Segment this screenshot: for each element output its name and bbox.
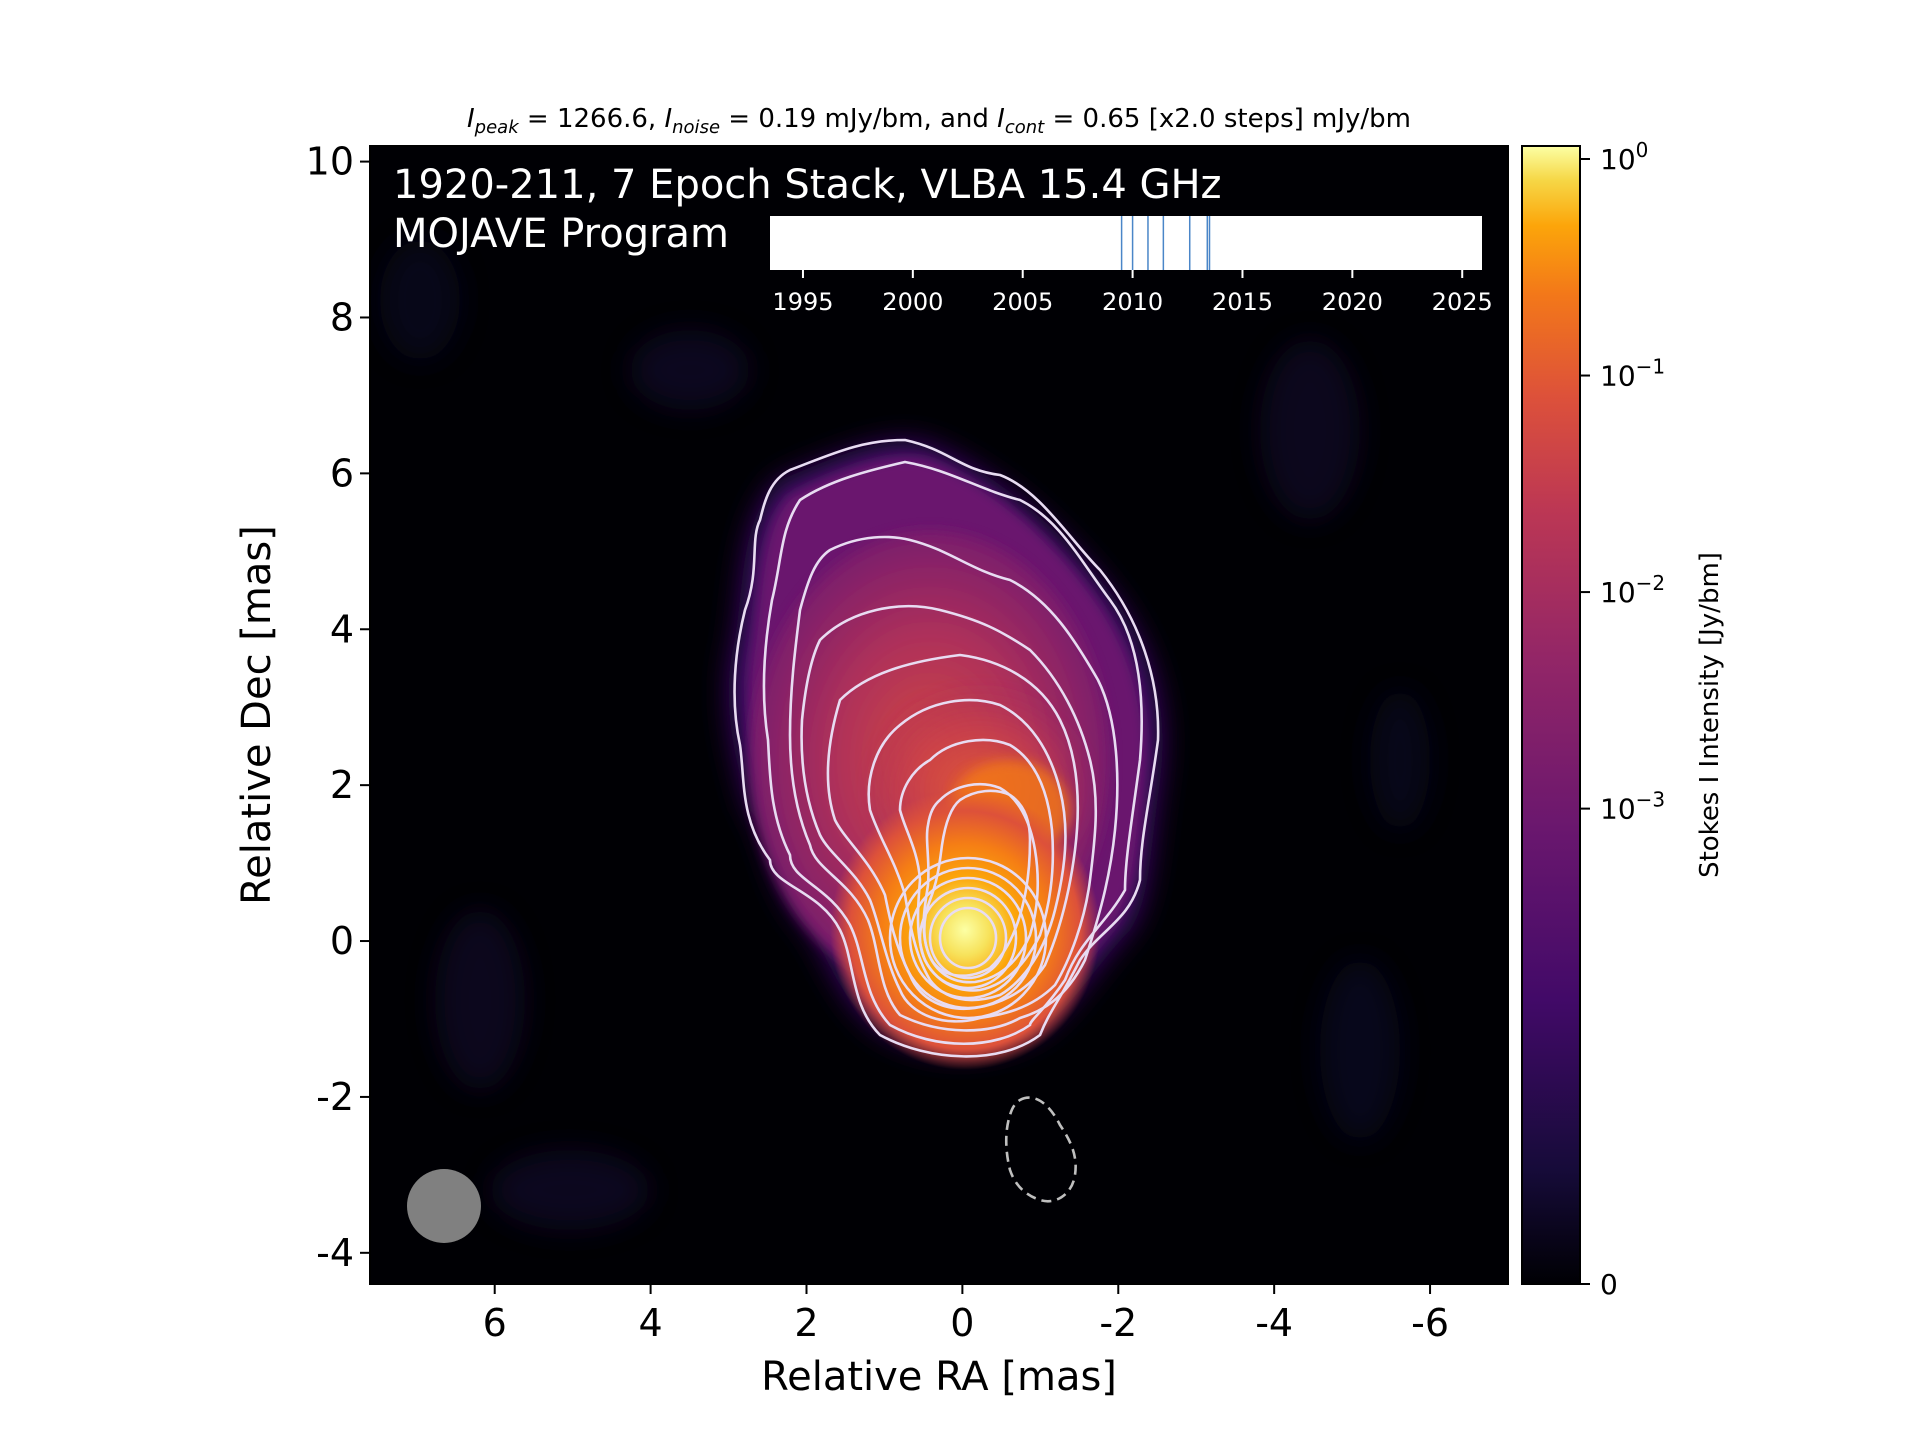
peak-value-text: = 1266.6, (519, 104, 665, 134)
contour-line (938, 906, 998, 970)
contour-line (867, 698, 1067, 1002)
x-tick-label: 4 (639, 1301, 663, 1345)
y-tick-label: -4 (316, 1231, 354, 1275)
timeline-tick-label: 2015 (1212, 288, 1273, 316)
epoch-timeline: 1995 2000 2005 2010 2015 2020 2025 (770, 216, 1493, 316)
noise-patches (380, 240, 1430, 1230)
cont-subscript: cont (1005, 117, 1045, 138)
plot-header: Ipeak = 1266.6, Inoise = 0.19 mJy/bm, an… (467, 104, 1411, 138)
x-axis-ticks: 6 4 2 0 -2 -4 -6 (483, 1284, 1449, 1345)
x-tick-label: -6 (1411, 1301, 1449, 1345)
contour-line (826, 653, 1080, 1011)
contour-line (733, 438, 1160, 1058)
timeline-tick-label: 2005 (992, 288, 1053, 316)
colorbar-ticks: 100 10−1 10−2 10−3 0 (1580, 138, 1665, 1301)
y-tick-label: 4 (330, 607, 354, 651)
cont-value-text: = 0.65 [x2.0 steps] mJy/bm (1044, 104, 1411, 134)
timeline-box (770, 216, 1482, 270)
y-tick-label: -2 (316, 1075, 354, 1119)
x-tick-label: 0 (950, 1301, 974, 1345)
x-tick-label: -4 (1255, 1301, 1293, 1345)
colorbar-tick-label: 10−2 (1600, 571, 1665, 609)
timeline-tick-label: 2020 (1322, 288, 1383, 316)
x-axis-label: Relative RA [mas] (761, 1354, 1117, 1400)
contour-line (898, 738, 1055, 992)
x-tick-label: 6 (483, 1301, 507, 1345)
timeline-ticks: 1995 2000 2005 2010 2015 2020 2025 (772, 270, 1493, 316)
noise-value-text: = 0.19 mJy/bm, and (720, 104, 997, 134)
peak-subscript: peak (474, 117, 521, 138)
colorbar-tick-label: 100 (1600, 138, 1648, 176)
timeline-tick-label: 2000 (882, 288, 943, 316)
y-tick-label: 10 (306, 140, 354, 184)
y-tick-label: 8 (330, 295, 354, 339)
emission-core (830, 790, 1100, 1070)
image-frame (369, 145, 1509, 1285)
plot-title-line2: MOJAVE Program (393, 211, 729, 257)
colorbar-label: Stokes I Intensity [Jy/bm] (1695, 552, 1725, 878)
colorbar-gradient (1521, 145, 1581, 1285)
colorbar-tick-label: 10−3 (1600, 788, 1665, 826)
timeline-tick-label: 2010 (1102, 288, 1163, 316)
plot-title-line1: 1920-211, 7 Epoch Stack, VLBA 15.4 GHz (393, 162, 1222, 208)
colorbar: 100 10−1 10−2 10−3 0 Stokes I Intensity [Jy/… (1521, 138, 1725, 1301)
y-tick-label: 6 (330, 451, 354, 495)
contour-line (908, 876, 1028, 1000)
positive-contours (733, 438, 1160, 1058)
contour-line (898, 866, 1038, 1010)
colorbar-tick-label: 0 (1600, 1268, 1618, 1301)
y-tick-label: 2 (330, 763, 354, 807)
colorbar-tick-label: 10−1 (1600, 355, 1665, 393)
contour-line (918, 886, 1018, 990)
contour-line (762, 460, 1143, 1045)
timeline-tick-label: 2025 (1432, 288, 1493, 316)
y-axis-label: Relative Dec [mas] (234, 525, 280, 905)
timeline-tick-label: 1995 (772, 288, 833, 316)
y-axis-ticks: 10 8 6 4 2 0 -2 -4 (306, 140, 370, 1275)
peak-symbol: I (467, 104, 475, 134)
x-tick-label: 2 (794, 1301, 818, 1345)
image-panel: 1920-211, 7 Epoch Stack, VLBA 15.4 GHz M… (370, 146, 1508, 1284)
beam-ellipse (407, 1169, 481, 1243)
noise-symbol: I (664, 104, 672, 134)
y-tick-label: 0 (330, 919, 354, 963)
contour-line (788, 535, 1119, 1032)
noise-subscript: noise (672, 117, 720, 138)
contour-line (888, 856, 1048, 1020)
contour-line (800, 604, 1098, 1023)
negative-contour (1004, 1096, 1077, 1203)
x-tick-label: -2 (1099, 1301, 1137, 1345)
cont-symbol: I (997, 104, 1005, 134)
contour-line (928, 896, 1008, 980)
timeline-epochs (1120, 216, 1211, 270)
